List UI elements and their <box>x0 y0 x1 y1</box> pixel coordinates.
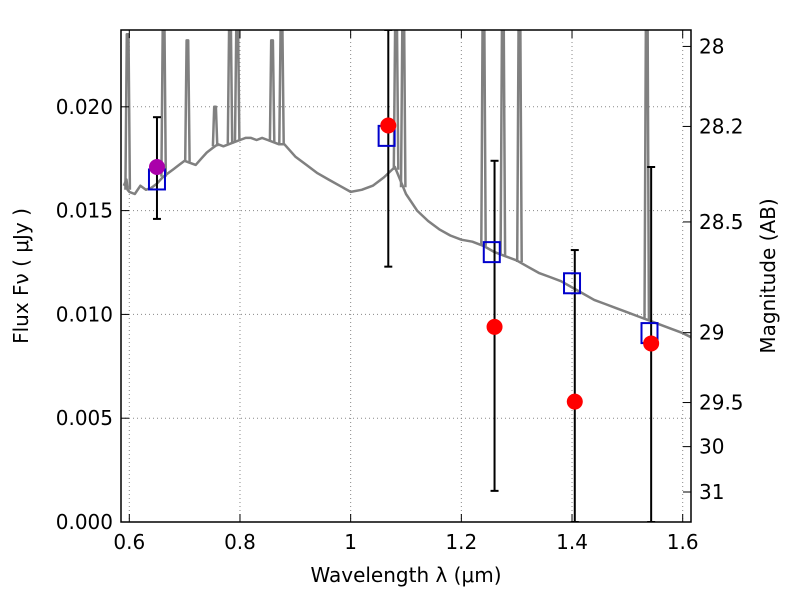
observed-circle-marker <box>380 117 397 134</box>
emission-line-spike <box>480 30 487 246</box>
mag-tick-label: 28.5 <box>699 210 744 234</box>
observed-points-layer <box>148 117 660 410</box>
observed-circle-marker <box>486 318 503 335</box>
emission-line-spike <box>399 30 407 188</box>
observed-circle-marker <box>148 159 165 176</box>
emission-line-spike <box>124 32 132 190</box>
y-axis-title: Flux Fν ( μJy ) <box>9 208 33 344</box>
x-axis-title: Wavelength λ (μm) <box>310 563 501 587</box>
plot-area <box>122 30 691 522</box>
emission-line-spike <box>233 30 241 142</box>
emission-line-spike <box>160 30 168 177</box>
x-tick-label: 0.6 <box>113 530 145 554</box>
tick-marks <box>121 30 691 523</box>
y-right-axis-title: Magnitude (AB) <box>756 198 780 353</box>
x-tick-label: 1.4 <box>556 530 588 554</box>
x-tick-label: 1.6 <box>667 530 699 554</box>
y-tick-label: 0.005 <box>56 406 113 430</box>
emission-line-spike <box>392 30 400 170</box>
emission-line-spike <box>268 39 276 142</box>
emission-line-spike <box>226 30 234 144</box>
x-tick-label: 0.8 <box>224 530 256 554</box>
mag-tick-label: 28 <box>699 34 724 58</box>
model-square-marker <box>563 272 582 295</box>
mag-tick-label: 29 <box>699 321 724 345</box>
sed-continuum-line <box>122 136 691 339</box>
tick-labels: 0.6 0.8 1 1.2 1.4 1.6 0.000 0.005 0.010 0.015 0.02… <box>56 34 744 554</box>
model-square-marker <box>482 241 501 264</box>
observed-circle-marker <box>643 335 660 352</box>
emission-line-spike <box>515 30 523 263</box>
sed-template-layer <box>122 30 691 339</box>
emission-line-spike <box>499 30 507 256</box>
x-tick-label: 1 <box>344 530 357 554</box>
mag-tick-label: 28.2 <box>699 114 744 138</box>
emission-line-spike <box>183 39 191 162</box>
mag-tick-label: 30 <box>699 435 724 459</box>
mag-tick-label: 31 <box>699 480 724 504</box>
mag-tick-label: 29.5 <box>699 391 744 415</box>
y-tick-label: 0.010 <box>56 302 113 326</box>
y-tick-label: 0.015 <box>56 199 113 223</box>
observed-circle-marker <box>566 393 583 410</box>
y-tick-label: 0.000 <box>56 510 113 534</box>
plot-frame <box>120 29 692 523</box>
y-tick-label: 0.020 <box>56 95 113 119</box>
emission-line-spike <box>643 30 651 320</box>
emission-line-spike <box>278 30 285 145</box>
emission-line-spike <box>211 105 219 147</box>
x-tick-label: 1.2 <box>445 530 477 554</box>
